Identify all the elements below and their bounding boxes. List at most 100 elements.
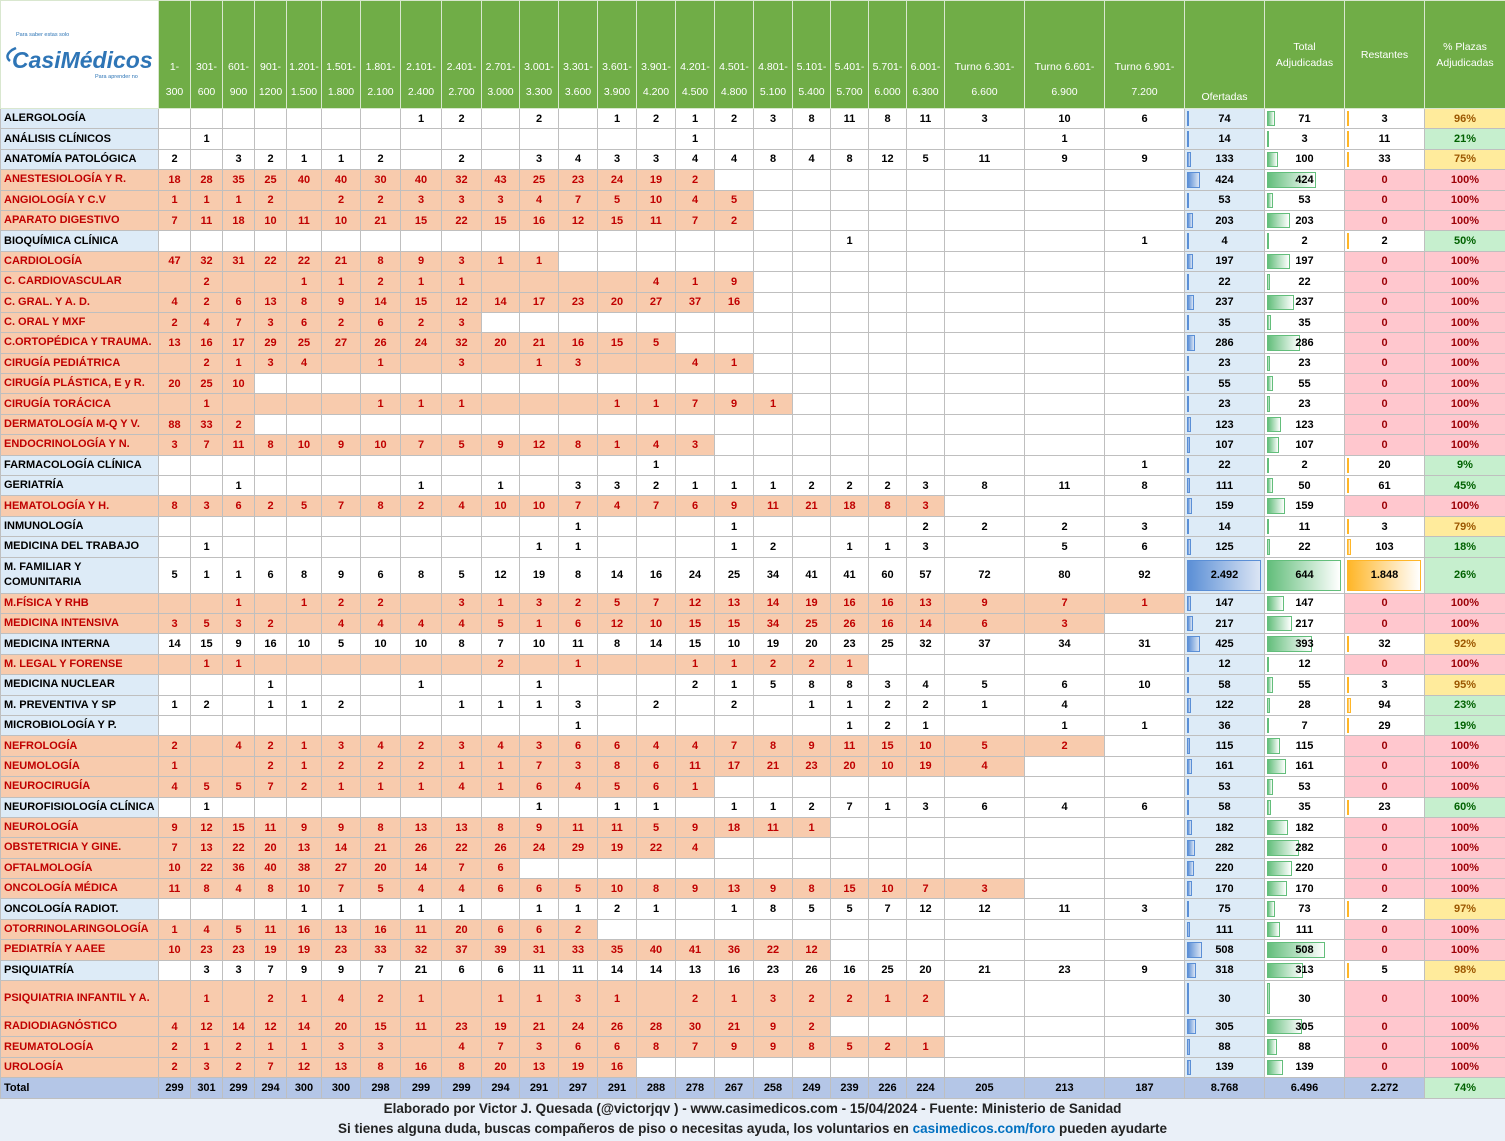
rank-cell: 10 xyxy=(287,435,322,455)
ofertadas-value: 53 xyxy=(1218,194,1230,206)
rank-cell xyxy=(831,817,869,837)
specialty-name: MEDICINA DEL TRABAJO xyxy=(1,537,159,557)
restantes-cell: 0 xyxy=(1345,210,1425,230)
restantes-bar xyxy=(1347,233,1349,248)
rank-cell xyxy=(442,797,482,817)
restantes-cell: 3 xyxy=(1345,109,1425,129)
rank-cell: 1 xyxy=(482,476,520,496)
rank-cell: 5 xyxy=(361,879,401,899)
adjudicadas-cell: 170 xyxy=(1265,879,1345,899)
rank-cell: 3 xyxy=(907,797,945,817)
adjudicadas-bar xyxy=(1267,478,1273,493)
rank-cell: 205 xyxy=(945,1078,1025,1099)
rank-cell: 4 xyxy=(676,353,715,373)
footer-text: pueden ayudarte xyxy=(1055,1121,1167,1136)
rank-cell xyxy=(793,435,831,455)
rank-cell xyxy=(223,695,255,715)
rank-cell xyxy=(907,858,945,878)
rank-cell: 31 xyxy=(223,251,255,271)
ofertadas-cell: 53 xyxy=(1185,190,1265,210)
rank-cell: 3 xyxy=(520,149,559,169)
ofertadas-bar xyxy=(1187,172,1200,187)
rank-cell: 3 xyxy=(945,879,1025,899)
rank-cell: 10 xyxy=(869,756,907,776)
rank-cell xyxy=(559,109,598,129)
rank-cell: 6 xyxy=(482,919,520,939)
rank-cell xyxy=(754,312,793,332)
rank-cell: 1 xyxy=(869,797,907,817)
rank-cell xyxy=(1105,170,1185,190)
rank-cell xyxy=(869,1017,907,1037)
column-header: 5.701- 6.000 xyxy=(869,1,907,109)
ofertadas-cell: 53 xyxy=(1185,777,1265,797)
rank-cell: 10 xyxy=(482,496,520,516)
rank-cell: 8 xyxy=(361,496,401,516)
rank-cell: 3 xyxy=(442,190,482,210)
rank-cell xyxy=(637,312,676,332)
forum-link[interactable]: casimedicos.com/foro xyxy=(913,1121,1056,1136)
rank-cell: 23 xyxy=(223,940,255,960)
rank-cell: 1 xyxy=(715,654,754,674)
rank-cell xyxy=(831,129,869,149)
rank-cell xyxy=(223,394,255,414)
percent-cell: 100% xyxy=(1425,292,1505,312)
rank-cell xyxy=(598,715,637,735)
rank-cell: 1 xyxy=(715,353,754,373)
rank-cell xyxy=(159,394,191,414)
ofertadas-value: 123 xyxy=(1215,419,1233,431)
rank-cell: 15 xyxy=(676,634,715,654)
restantes-value: 0 xyxy=(1381,993,1387,1005)
rank-cell: 11 xyxy=(159,879,191,899)
rank-cell: 11 xyxy=(559,817,598,837)
rank-cell xyxy=(637,129,676,149)
rank-cell xyxy=(637,251,676,271)
rank-cell xyxy=(869,333,907,353)
adjudicadas-bar xyxy=(1267,738,1280,753)
rank-cell: 1 xyxy=(287,149,322,169)
rank-cell xyxy=(793,353,831,373)
rank-cell xyxy=(754,170,793,190)
rank-cell: 2 xyxy=(401,756,442,776)
rank-cell xyxy=(676,231,715,251)
rank-cell: 291 xyxy=(598,1078,637,1099)
rank-cell: 6 xyxy=(559,613,598,633)
rank-cell xyxy=(361,455,401,475)
rank-cell: 1 xyxy=(287,756,322,776)
rank-cell: 1 xyxy=(754,394,793,414)
ofertadas-value: 237 xyxy=(1215,296,1233,308)
rank-cell: 1 xyxy=(676,109,715,129)
rank-cell: 28 xyxy=(637,1017,676,1037)
rank-cell: 9 xyxy=(715,496,754,516)
rank-cell: 1 xyxy=(869,537,907,557)
rank-cell xyxy=(255,715,287,735)
rank-cell xyxy=(945,414,1025,434)
adjudicadas-bar xyxy=(1267,356,1270,371)
rank-cell xyxy=(1025,374,1105,394)
rank-cell xyxy=(482,394,520,414)
rank-cell xyxy=(945,251,1025,271)
rank-cell xyxy=(598,675,637,695)
rank-cell: 2 xyxy=(907,981,945,1017)
rank-cell: 1 xyxy=(287,1037,322,1057)
rank-cell: 9 xyxy=(322,960,361,980)
rank-cell xyxy=(869,858,907,878)
ofertadas-bar xyxy=(1187,478,1190,493)
adjudicadas-value: 55 xyxy=(1298,679,1310,691)
rank-cell: 22 xyxy=(191,858,223,878)
rank-cell: 1 xyxy=(322,777,361,797)
rank-cell xyxy=(907,1017,945,1037)
adjudicadas-bar xyxy=(1267,800,1271,815)
rank-cell xyxy=(715,374,754,394)
rank-cell: 1 xyxy=(223,593,255,613)
restantes-value: 0 xyxy=(1381,781,1387,793)
rank-cell: 16 xyxy=(255,634,287,654)
ofertadas-cell: 4 xyxy=(1185,231,1265,251)
adjudicadas-value: 237 xyxy=(1295,296,1313,308)
rank-cell xyxy=(322,455,361,475)
rank-cell: 7 xyxy=(361,960,401,980)
